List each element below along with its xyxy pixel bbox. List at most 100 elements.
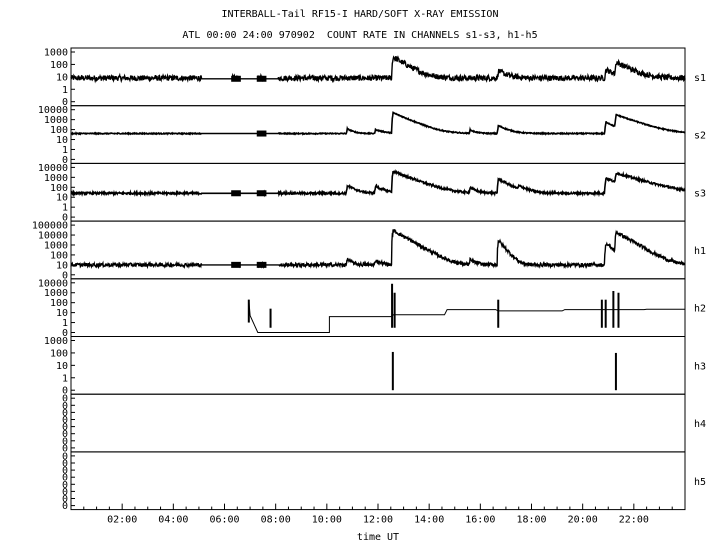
data-island-h1 bbox=[256, 261, 267, 268]
y-tick-label: 10000 bbox=[38, 278, 68, 289]
y-tick-label: 0 bbox=[62, 494, 68, 505]
data-island-s1 bbox=[231, 75, 241, 82]
y-tick-label: 1000 bbox=[44, 336, 68, 347]
y-tick-label: 10 bbox=[56, 361, 68, 372]
y-tick-label: 0 bbox=[62, 429, 68, 440]
data-island-s3 bbox=[231, 190, 241, 197]
data-island-s3 bbox=[256, 190, 267, 197]
x-tick-label: 22:00 bbox=[619, 515, 649, 526]
y-tick-label: 0 bbox=[62, 480, 68, 491]
y-tick-label: 100 bbox=[50, 183, 68, 194]
y-tick-label: 0 bbox=[62, 487, 68, 498]
y-tick-label: 0 bbox=[62, 473, 68, 484]
y-tick-label: 0 bbox=[62, 213, 68, 224]
x-axis-label: time UT bbox=[357, 532, 399, 543]
series-s2 bbox=[70, 111, 686, 136]
step-series-h2 bbox=[248, 299, 685, 333]
y-tick-label: 0 bbox=[62, 270, 68, 281]
x-tick-label: 16:00 bbox=[465, 515, 495, 526]
y-tick-label: 0 bbox=[62, 422, 68, 433]
series-s1 bbox=[70, 55, 686, 84]
y-tick-label: 1 bbox=[62, 203, 68, 214]
y-tick-label: 0 bbox=[62, 443, 68, 454]
channel-label-h5: h5 bbox=[694, 477, 706, 488]
y-tick-label: 0 bbox=[62, 459, 68, 470]
channel-label-h3: h3 bbox=[694, 361, 706, 372]
x-tick-label: 20:00 bbox=[568, 515, 598, 526]
y-tick-label: 0 bbox=[62, 451, 68, 462]
y-tick-label: 0 bbox=[62, 408, 68, 419]
x-tick-label: 08:00 bbox=[261, 515, 291, 526]
y-tick-label: 10000 bbox=[38, 105, 68, 116]
y-tick-label: 1 bbox=[62, 145, 68, 156]
channel-label-h2: h2 bbox=[694, 304, 706, 315]
y-tick-label: 10 bbox=[56, 308, 68, 319]
y-tick-label: 10 bbox=[56, 260, 68, 271]
x-tick-label: 18:00 bbox=[516, 515, 546, 526]
x-axis: 02:00 04:00 06:00 08:00 10:00 12:00 14:00 16:00… bbox=[70, 503, 686, 526]
y-tick-label: 0 bbox=[62, 394, 68, 405]
y-tick-label: 1000 bbox=[44, 173, 68, 184]
y-tick-label: 100 bbox=[50, 60, 68, 71]
y-tick-label: 1000 bbox=[44, 288, 68, 299]
y-tick-label: 10000 bbox=[38, 231, 68, 242]
x-tick-label: 14:00 bbox=[414, 515, 444, 526]
y-tick-label: 0 bbox=[62, 386, 68, 397]
y-tick-label: 0 bbox=[62, 436, 68, 447]
y-tick-label: 1000 bbox=[44, 240, 68, 251]
channel-label-s3: s3 bbox=[694, 188, 706, 199]
panels: 10001001010s11000010001001010s2100001000… bbox=[32, 47, 706, 512]
x-tick-label: 04:00 bbox=[158, 515, 188, 526]
data-island-s1 bbox=[256, 75, 267, 82]
y-tick-label: 1000 bbox=[44, 115, 68, 126]
channel-label-s2: s2 bbox=[694, 131, 706, 142]
y-tick-label: 100000 bbox=[32, 221, 68, 232]
channel-label-s1: s1 bbox=[694, 73, 706, 84]
panel-frame bbox=[70, 220, 686, 280]
panel-frame bbox=[70, 451, 686, 511]
y-tick-label: 10000 bbox=[38, 163, 68, 174]
y-tick-label: 0 bbox=[62, 401, 68, 412]
y-tick-label: 1 bbox=[62, 85, 68, 96]
y-tick-label: 100 bbox=[50, 298, 68, 309]
channel-label-h1: h1 bbox=[694, 246, 706, 257]
panel-frame bbox=[70, 336, 686, 395]
data-island-h1 bbox=[231, 261, 241, 268]
y-tick-label: 0 bbox=[62, 328, 68, 339]
y-tick-label: 10 bbox=[56, 193, 68, 204]
panel-frame bbox=[70, 393, 686, 453]
y-tick-label: 0 bbox=[62, 415, 68, 426]
y-tick-label: 0 bbox=[62, 97, 68, 108]
x-tick-label: 06:00 bbox=[209, 515, 239, 526]
panel-frame bbox=[70, 278, 686, 337]
data-island-s2 bbox=[256, 130, 267, 137]
y-tick-label: 10 bbox=[56, 72, 68, 83]
x-tick-label: 02:00 bbox=[107, 515, 137, 526]
y-tick-label: 0 bbox=[62, 155, 68, 166]
x-tick-label: 10:00 bbox=[312, 515, 342, 526]
x-tick-label: 12:00 bbox=[363, 515, 393, 526]
series-h1 bbox=[70, 229, 686, 270]
y-tick-label: 0 bbox=[62, 466, 68, 477]
y-tick-label: 100 bbox=[50, 348, 68, 359]
chart-title: INTERBALL-Tail RF15-I HARD/SOFT X-RAY EM… bbox=[221, 9, 499, 20]
series-s3 bbox=[70, 168, 686, 198]
y-tick-label: 1 bbox=[62, 373, 68, 384]
channel-label-h4: h4 bbox=[694, 419, 706, 430]
y-tick-label: 1 bbox=[62, 318, 68, 329]
y-tick-label: 100 bbox=[50, 250, 68, 261]
y-tick-label: 1000 bbox=[44, 48, 68, 59]
y-tick-label: 0 bbox=[62, 501, 68, 512]
y-tick-label: 10 bbox=[56, 135, 68, 146]
y-tick-label: 100 bbox=[50, 125, 68, 136]
chart-subtitle: ATL 00:00 24:00 970902 COUNT RATE IN CHA… bbox=[182, 30, 538, 41]
